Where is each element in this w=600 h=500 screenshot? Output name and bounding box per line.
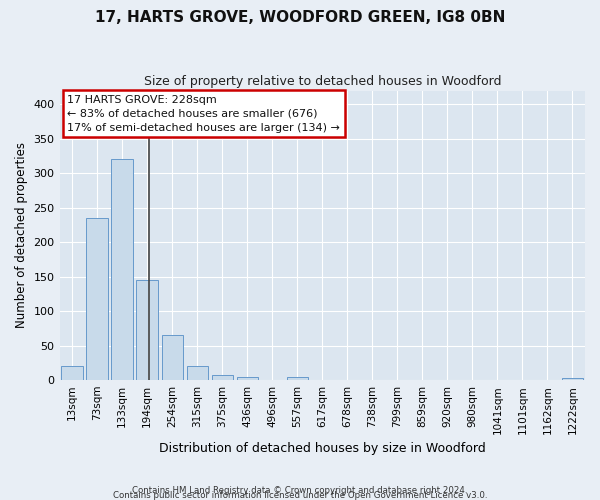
Bar bbox=[112, 160, 133, 380]
Bar bbox=[287, 376, 308, 380]
Bar bbox=[61, 366, 83, 380]
Bar bbox=[86, 218, 108, 380]
Bar bbox=[161, 336, 183, 380]
Bar bbox=[187, 366, 208, 380]
Title: Size of property relative to detached houses in Woodford: Size of property relative to detached ho… bbox=[143, 75, 501, 88]
Bar bbox=[212, 374, 233, 380]
Text: 17, HARTS GROVE, WOODFORD GREEN, IG8 0BN: 17, HARTS GROVE, WOODFORD GREEN, IG8 0BN bbox=[95, 10, 505, 25]
Y-axis label: Number of detached properties: Number of detached properties bbox=[15, 142, 28, 328]
Text: 17 HARTS GROVE: 228sqm
← 83% of detached houses are smaller (676)
17% of semi-de: 17 HARTS GROVE: 228sqm ← 83% of detached… bbox=[67, 95, 340, 133]
Bar bbox=[136, 280, 158, 380]
Text: Contains HM Land Registry data © Crown copyright and database right 2024.: Contains HM Land Registry data © Crown c… bbox=[132, 486, 468, 495]
Bar bbox=[562, 378, 583, 380]
X-axis label: Distribution of detached houses by size in Woodford: Distribution of detached houses by size … bbox=[159, 442, 485, 455]
Bar bbox=[236, 376, 258, 380]
Text: Contains public sector information licensed under the Open Government Licence v3: Contains public sector information licen… bbox=[113, 491, 487, 500]
